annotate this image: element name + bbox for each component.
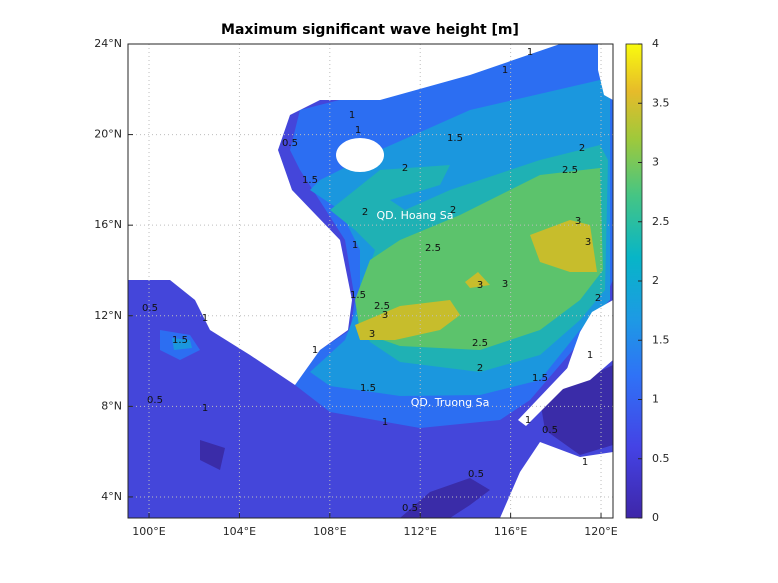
contour-label: 3 xyxy=(575,216,581,227)
contour-label: 1 xyxy=(527,47,533,58)
y-tick-label: 12°N xyxy=(94,309,122,322)
contour-label: 3 xyxy=(477,280,483,291)
colorbar-tick-label: 3.5 xyxy=(652,96,670,109)
field-3-3-5 xyxy=(465,272,490,288)
contour-label: 1 xyxy=(525,415,531,426)
land xyxy=(128,44,560,385)
field-3-3-5 xyxy=(355,300,460,340)
contour-label: 1 xyxy=(202,403,208,414)
colorbar-tick-label: 3 xyxy=(652,156,659,169)
contour-label: 1 xyxy=(355,125,361,136)
contour-label: 1 xyxy=(312,345,318,356)
field-low xyxy=(540,365,613,455)
contour-label: 1 xyxy=(587,350,593,361)
y-tick-label: 16°N xyxy=(94,218,122,231)
field-1-5-2 xyxy=(172,338,192,350)
field-3-3-5 xyxy=(530,220,597,272)
contour-label: 2.5 xyxy=(425,243,441,254)
field-low xyxy=(400,478,490,518)
y-tick-label: 4°N xyxy=(101,490,122,503)
y-tick-label: 8°N xyxy=(101,399,122,412)
colorbar-tick-label: 0 xyxy=(652,511,659,524)
contour-label: 2 xyxy=(362,207,368,218)
contour-label: 3 xyxy=(502,279,508,290)
colorbar-tick-label: 2.5 xyxy=(652,215,670,228)
colorbar-tick-label: 1.5 xyxy=(652,333,670,346)
contour-label: 0.5 xyxy=(282,138,298,149)
contour-label: 1.5 xyxy=(172,335,188,346)
land-palawan xyxy=(518,360,586,426)
plot-frame xyxy=(127,43,614,519)
contour-label: 1.5 xyxy=(350,290,366,301)
colorbar-tick-label: 2 xyxy=(652,274,659,287)
x-tick-label: 104°E xyxy=(223,525,256,538)
x-tick-label: 116°E xyxy=(494,525,527,538)
contour-label: 0.5 xyxy=(147,395,163,406)
land-borneo xyxy=(500,442,613,518)
land-luzon xyxy=(598,44,613,100)
contour-label: 1 xyxy=(582,457,588,468)
contour-label: 2 xyxy=(579,143,585,154)
contour-label: 0.5 xyxy=(468,469,484,480)
contour-label: 1 xyxy=(382,417,388,428)
contour-label: 1.5 xyxy=(532,373,548,384)
contour-label: 0.5 xyxy=(542,425,558,436)
contour-label: 2 xyxy=(450,205,456,216)
contour-label: 3 xyxy=(585,237,591,248)
contour-label: 1 xyxy=(502,65,508,76)
contour-label: 1 xyxy=(202,313,208,324)
contour-label: 1 xyxy=(352,240,358,251)
x-tick-label: 108°E xyxy=(313,525,346,538)
map-title: Maximum significant wave height [m] xyxy=(221,22,519,38)
contour-label: 1 xyxy=(349,110,355,121)
contour-label: 3 xyxy=(369,329,375,340)
land-hainan xyxy=(336,138,384,172)
y-tick-label: 20°N xyxy=(94,128,122,141)
colorbar-tick-label: 0.5 xyxy=(652,452,670,465)
contour-label: 2.5 xyxy=(472,338,488,349)
field-low xyxy=(200,440,225,470)
colorbar-tick-label: 1 xyxy=(652,393,659,406)
wave-field xyxy=(128,44,613,518)
contour-label: 2 xyxy=(477,363,483,374)
contour-label: 0.5 xyxy=(142,303,158,314)
place-label: QD. Hoang Sa xyxy=(376,209,453,222)
contour-label: 2 xyxy=(595,293,601,304)
place-label: QD. Truong Sa xyxy=(411,396,490,409)
x-tick-label: 112°E xyxy=(403,525,436,538)
y-tick-label: 24°N xyxy=(94,37,122,50)
contour-label: 2.5 xyxy=(562,165,578,176)
contour-label: 1.5 xyxy=(447,133,463,144)
x-tick-label: 100°E xyxy=(132,525,165,538)
contour-label: 0.5 xyxy=(402,503,418,514)
x-tick-label: 120°E xyxy=(584,525,617,538)
contour-label: 2 xyxy=(402,163,408,174)
contour-label: 1.5 xyxy=(302,175,318,186)
contour-label: 2.5 xyxy=(374,301,390,312)
contour-label: 1.5 xyxy=(360,383,376,394)
colorbar-tick-label: 4 xyxy=(652,37,659,50)
contour-label: 3 xyxy=(382,310,388,321)
